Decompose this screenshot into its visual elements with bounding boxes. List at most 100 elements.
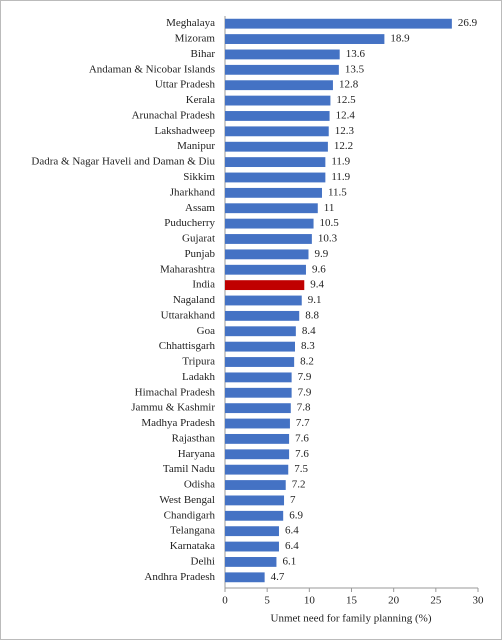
y-tick-label: Assam — [185, 202, 215, 214]
y-tick-label: Andhra Pradesh — [144, 571, 215, 583]
y-tick-label: West Bengal — [159, 494, 215, 506]
value-label: 8.3 — [301, 340, 315, 352]
bar — [225, 449, 290, 460]
value-label: 10.5 — [320, 217, 340, 229]
y-tick-label: Telangana — [170, 525, 215, 537]
value-label: 7.7 — [296, 417, 310, 429]
y-tick-label: Sikkim — [183, 171, 215, 183]
value-label: 6.4 — [285, 525, 299, 537]
bar — [225, 187, 322, 198]
bar — [225, 464, 289, 475]
value-label: 6.9 — [289, 509, 303, 521]
value-label: 9.1 — [308, 294, 322, 306]
bar — [225, 572, 265, 583]
bar — [225, 234, 312, 244]
bar — [225, 387, 292, 398]
value-label: 9.4 — [310, 279, 324, 291]
y-tick-label: Uttar Pradesh — [155, 79, 216, 91]
bar — [225, 510, 284, 521]
bar — [225, 280, 305, 291]
x-tick-label: 15 — [346, 595, 358, 607]
value-label: 13.6 — [346, 48, 366, 60]
y-tick-label: Jammu & Kashmir — [131, 402, 215, 414]
bar — [225, 34, 385, 44]
y-tick-label: Odisha — [184, 479, 215, 491]
value-label: 12.3 — [335, 125, 355, 137]
x-tick-label: 5 — [264, 595, 270, 607]
bar — [225, 249, 309, 260]
bar — [225, 541, 279, 552]
bar — [225, 203, 318, 214]
value-label: 7.2 — [292, 479, 306, 491]
value-label: 11.9 — [331, 171, 350, 183]
y-tick-label: Dadra & Nagar Haveli and Daman & Diu — [31, 156, 215, 168]
bar — [225, 172, 326, 183]
bar — [225, 557, 277, 567]
y-tick-label: Tripura — [182, 356, 215, 368]
value-label: 12.4 — [336, 109, 356, 121]
value-label: 4.7 — [271, 571, 285, 583]
y-tick-label: Delhi — [191, 555, 215, 567]
value-label: 12.8 — [339, 79, 359, 91]
bar — [225, 126, 329, 137]
value-label: 7.8 — [297, 402, 311, 414]
value-label: 12.2 — [334, 140, 353, 152]
bar — [225, 310, 300, 321]
bar — [225, 480, 286, 490]
value-label: 18.9 — [390, 33, 410, 45]
value-label: 11 — [324, 202, 335, 214]
value-label: 9.6 — [312, 263, 326, 275]
y-tick-label: Meghalaya — [166, 17, 215, 29]
y-tick-label: Haryana — [178, 448, 215, 460]
value-label: 6.4 — [285, 540, 299, 552]
y-tick-label: Puducherry — [164, 217, 215, 229]
y-tick-label: Chandigarh — [164, 509, 216, 521]
y-tick-label: Gujarat — [182, 233, 215, 245]
value-label: 9.9 — [314, 248, 328, 260]
value-label: 7.9 — [298, 371, 312, 383]
x-tick-label: 20 — [388, 595, 400, 607]
value-label: 11.9 — [331, 156, 350, 168]
y-tick-label: India — [192, 279, 215, 291]
bar — [225, 18, 452, 29]
value-label: 12.5 — [336, 94, 356, 106]
x-axis-title: Unmet need for family planning (%) — [271, 613, 432, 625]
y-tick-label: Nagaland — [173, 294, 216, 306]
value-label: 26.9 — [458, 17, 478, 29]
bar — [225, 64, 339, 75]
y-tick-label: Chhattisgarh — [159, 340, 216, 352]
value-label: 13.5 — [345, 63, 365, 75]
bar — [225, 372, 292, 383]
value-label: 6.1 — [282, 555, 296, 567]
value-label: 11.5 — [328, 186, 347, 198]
x-tick-label: 10 — [304, 595, 316, 607]
y-tick-label: Maharashtra — [160, 263, 215, 275]
value-label: 7.9 — [298, 386, 312, 398]
y-tick-label: Mizoram — [175, 33, 216, 45]
y-tick-label: Madhya Pradesh — [141, 417, 215, 429]
value-label: 7.5 — [294, 463, 308, 475]
x-tick-label: 0 — [222, 595, 228, 607]
bar — [225, 341, 295, 352]
y-tick-label: Bihar — [191, 48, 216, 60]
y-tick-label: Manipur — [177, 140, 215, 152]
bar — [225, 49, 340, 60]
y-tick-label: Himachal Pradesh — [135, 386, 216, 398]
bar — [225, 418, 290, 429]
value-label: 8.4 — [302, 325, 316, 337]
bar — [225, 295, 302, 306]
bar — [225, 326, 296, 337]
bar — [225, 526, 279, 537]
x-tick-label: 30 — [473, 595, 485, 607]
y-tick-label: Karnataka — [170, 540, 215, 552]
value-label: 7 — [290, 494, 296, 506]
y-tick-label: Rajasthan — [172, 432, 216, 444]
bar — [225, 433, 290, 444]
y-tick-label: Kerala — [186, 94, 215, 106]
x-tick-label: 25 — [430, 595, 442, 607]
y-tick-label: Ladakh — [182, 371, 215, 383]
y-tick-label: Arunachal Pradesh — [132, 109, 216, 121]
bar — [225, 264, 306, 275]
bar — [225, 495, 285, 506]
